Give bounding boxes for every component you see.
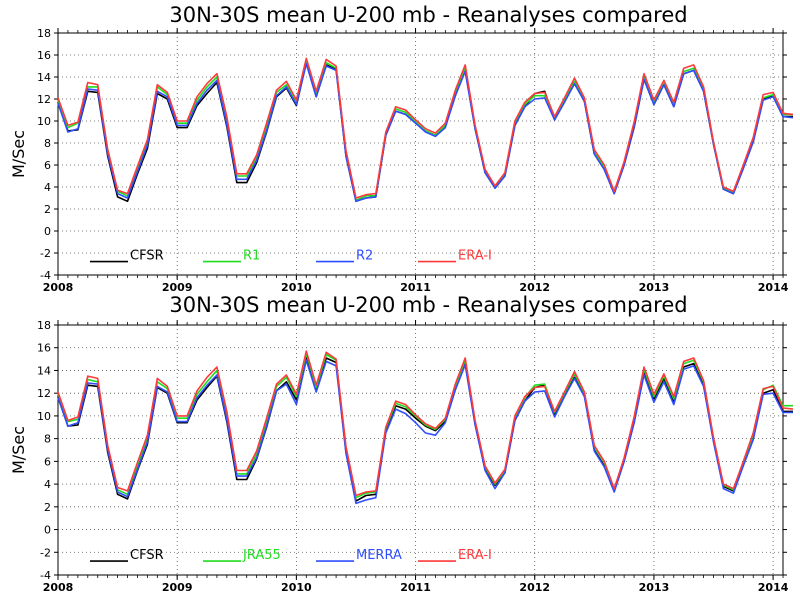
chart-panel-bottom: 30N-30S mean U-200 mb - Reanalyses compa… xyxy=(9,293,794,594)
x-tick-label: 2010 xyxy=(281,281,312,294)
series-line-era-i xyxy=(57,350,794,497)
y-tick-label: 12 xyxy=(37,93,51,106)
chart-title: 30N-30S mean U-200 mb - Reanalyses compa… xyxy=(169,293,687,317)
y-tick-label: 6 xyxy=(44,455,51,468)
x-tick-label: 2012 xyxy=(519,581,550,594)
series-line-era-i xyxy=(57,57,794,199)
y-tick-label: 0 xyxy=(44,225,51,238)
legend-label: CFSR xyxy=(130,548,164,563)
y-tick-label: 18 xyxy=(37,319,51,332)
chart-title: 30N-30S mean U-200 mb - Reanalyses compa… xyxy=(169,3,687,27)
y-tick-label: 10 xyxy=(37,410,51,423)
x-tick-label: 2014 xyxy=(758,581,789,594)
x-tick-label: 2009 xyxy=(162,581,193,594)
plot-frame xyxy=(57,324,784,576)
y-tick-label: 18 xyxy=(37,27,51,40)
legend-label: R2 xyxy=(356,249,373,264)
y-tick-label: -4 xyxy=(40,269,51,282)
y-axis-label: M/Sec xyxy=(9,130,28,178)
series-line-r1 xyxy=(57,59,793,201)
y-tick-label: 2 xyxy=(44,501,51,514)
legend-label: MERRA xyxy=(356,548,402,563)
x-tick-label: 2008 xyxy=(43,581,74,594)
legend-label: ERA-I xyxy=(458,548,492,563)
x-tick-label: 2008 xyxy=(43,281,74,294)
legend-label: R1 xyxy=(243,249,260,264)
y-tick-label: -4 xyxy=(40,569,51,582)
x-tick-label: 2013 xyxy=(639,581,670,594)
series-line-r2 xyxy=(57,62,794,203)
y-tick-label: -2 xyxy=(40,546,51,559)
series-line-cfsr xyxy=(57,354,793,502)
y-tick-label: 14 xyxy=(37,71,51,84)
series-line-jra55 xyxy=(57,352,793,499)
y-tick-label: 6 xyxy=(44,159,51,172)
y-tick-label: 4 xyxy=(44,478,51,491)
x-tick-label: 2009 xyxy=(162,281,193,294)
y-tick-label: 12 xyxy=(37,387,51,400)
chart-panel-top: 30N-30S mean U-200 mb - Reanalyses compa… xyxy=(9,3,794,294)
x-tick-label: 2013 xyxy=(639,281,670,294)
y-tick-label: 4 xyxy=(44,181,51,194)
y-tick-label: 16 xyxy=(37,342,51,355)
y-tick-label: 10 xyxy=(37,115,51,128)
x-tick-label: 2011 xyxy=(400,281,431,294)
y-axis-label: M/Sec xyxy=(9,426,28,474)
y-tick-label: 16 xyxy=(37,49,51,62)
legend-label: ERA-I xyxy=(458,249,492,264)
y-tick-label: -2 xyxy=(40,247,51,260)
x-tick-label: 2010 xyxy=(281,581,312,594)
y-tick-label: 14 xyxy=(37,364,51,377)
legend-label: JRA55 xyxy=(242,548,281,563)
x-tick-label: 2014 xyxy=(758,281,789,294)
y-tick-label: 2 xyxy=(44,203,51,216)
x-tick-label: 2012 xyxy=(519,281,550,294)
plot-frame xyxy=(57,32,784,276)
x-tick-label: 2011 xyxy=(400,581,431,594)
series-line-merra xyxy=(57,359,793,505)
legend-label: CFSR xyxy=(130,249,164,264)
y-tick-label: 8 xyxy=(44,433,51,446)
y-tick-label: 8 xyxy=(44,137,51,150)
y-tick-label: 0 xyxy=(44,524,51,537)
